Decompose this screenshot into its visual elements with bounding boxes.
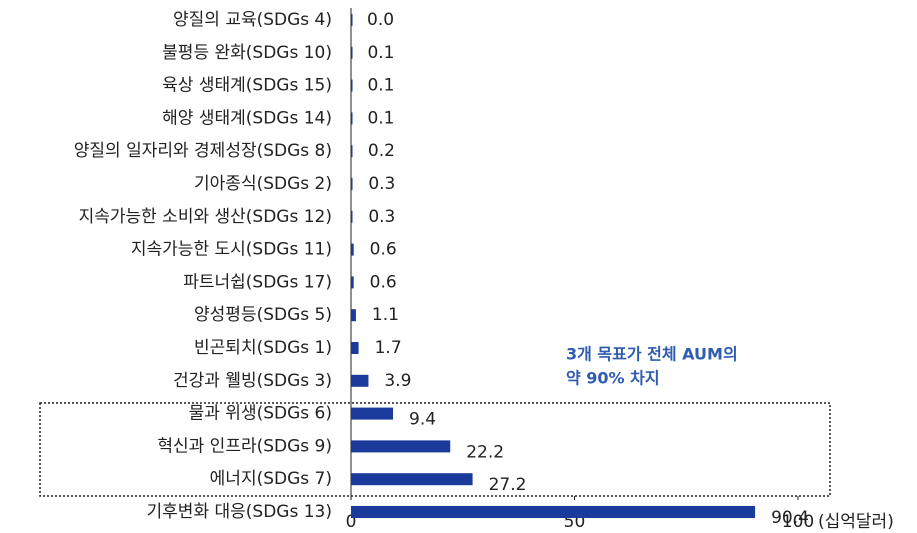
bar — [351, 14, 353, 26]
bar — [351, 506, 756, 518]
bar — [351, 46, 353, 59]
bar — [351, 112, 353, 125]
y-tick-label: 육상 생태계(SDGs 15) — [162, 76, 332, 96]
y-tick-label: 양질의 교육(SDGs 4) — [173, 10, 332, 30]
x-tick-label: 0 — [346, 512, 357, 532]
y-tick-label: 지속가능한 소비와 생산(SDGs 12) — [79, 207, 332, 227]
data-label: 0.2 — [368, 141, 395, 161]
y-tick-label: 기아종식(SDGs 2) — [194, 174, 332, 194]
data-label: 0.3 — [368, 207, 395, 227]
data-label: 27.2 — [489, 475, 527, 495]
annotation: 3개 목표가 전체 AUM의 — [566, 345, 738, 364]
data-label: 1.1 — [372, 305, 399, 325]
bar — [351, 374, 369, 387]
y-tick-label: 해양 생태계(SDGs 14) — [162, 108, 332, 128]
bar — [351, 309, 356, 322]
y-tick-label: 빈곤퇴치(SDGs 1) — [194, 338, 332, 358]
highlight-box — [39, 402, 831, 497]
data-label: 22.2 — [466, 442, 504, 462]
bar — [351, 342, 359, 354]
y-tick-label: 양성평등(SDGs 5) — [194, 305, 332, 325]
bar — [351, 145, 353, 158]
y-tick-label: 물과 위생(SDGs 6) — [189, 404, 332, 424]
data-label: 0.3 — [368, 174, 395, 194]
y-tick-label: 에너지(SDGs 7) — [210, 469, 332, 489]
bar — [351, 178, 353, 190]
data-label: 0.6 — [370, 240, 397, 260]
data-label: 0.1 — [367, 108, 394, 128]
data-label: 1.7 — [375, 338, 402, 358]
bar — [351, 243, 354, 256]
data-label: 0.6 — [370, 272, 397, 292]
bar — [351, 473, 473, 486]
data-label: 90.4 — [771, 508, 809, 528]
data-label: 9.4 — [409, 410, 436, 430]
bar — [351, 210, 353, 223]
y-tick-label: 건강과 웰빙(SDGs 3) — [173, 371, 332, 391]
y-tick-label: 파트너쉽(SDGs 17) — [183, 272, 332, 292]
y-tick-label: 기후변화 대응(SDGs 13) — [147, 502, 332, 522]
bar — [351, 407, 394, 420]
bar — [351, 79, 353, 92]
y-tick-label: 양질의 일자리와 경제성장(SDGs 8) — [74, 141, 332, 161]
annotation: 약 90% 차지 — [566, 369, 660, 388]
y-tick-label: 혁신과 인프라(SDGs 9) — [157, 436, 332, 456]
data-label: 0.0 — [367, 10, 394, 30]
data-label: 0.1 — [367, 43, 394, 63]
data-label: 3.9 — [384, 371, 411, 391]
y-tick-label: 지속가능한 도시(SDGs 11) — [131, 240, 332, 260]
bar — [351, 276, 354, 289]
bar — [351, 440, 451, 453]
data-label: 0.1 — [367, 76, 394, 96]
axis-label: (십억달러) — [818, 512, 894, 532]
x-tick-label: 100 — [782, 512, 814, 532]
y-tick-label: 불평등 완화(SDGs 10) — [162, 43, 332, 63]
